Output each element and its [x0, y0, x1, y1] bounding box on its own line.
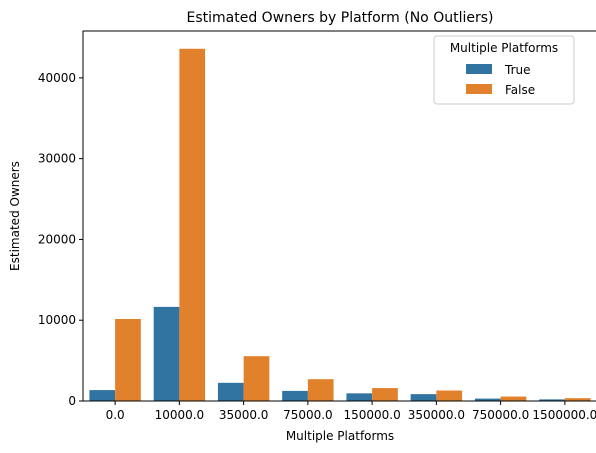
x-tick-label: 750000.0: [472, 408, 529, 422]
bar-false-1: [179, 48, 206, 402]
y-tick-label: 40000: [38, 71, 76, 85]
legend-label-true: True: [504, 63, 531, 77]
x-tick-label: 0.0: [106, 408, 125, 422]
x-axis-ticks: 0.0 10000.0 35000.0 75000.0 150000.0 350000.0…: [106, 401, 596, 422]
legend-entries: True False: [466, 63, 535, 97]
legend-swatch-true: [466, 64, 492, 74]
y-axis-ticks: 0 10000 20000 30000 40000: [38, 71, 83, 408]
bar-false-0: [115, 319, 141, 401]
bar-true-0: [89, 390, 116, 401]
bar-true-4: [346, 393, 373, 401]
x-axis-label: Multiple Platforms: [286, 429, 394, 443]
bar-false-4: [372, 388, 398, 401]
bar-false-2: [243, 356, 270, 401]
x-tick-label: 350000.0: [408, 408, 465, 422]
axes: [82, 30, 596, 402]
y-axis-label: Estimated Owners: [8, 161, 22, 271]
bars: [89, 48, 591, 402]
bar-true-3: [282, 390, 308, 401]
y-tick-label: 10000: [38, 313, 76, 327]
legend-title: Multiple Platforms: [450, 41, 558, 55]
x-tick-label: 10000.0: [155, 408, 205, 422]
bar-false-6: [500, 396, 527, 401]
chart-title: Estimated Owners by Platform (No Outlier…: [187, 10, 494, 26]
bar-true-2: [217, 382, 244, 401]
bar-true-6: [474, 398, 501, 401]
plot-frame: [82, 30, 596, 402]
y-tick-label: 30000: [38, 152, 76, 166]
x-tick-label: 150000.0: [343, 408, 400, 422]
legend-swatch-false: [466, 84, 492, 94]
bar-false-5: [436, 390, 463, 401]
bar-false-7: [564, 398, 591, 401]
bar-true-1: [153, 306, 180, 401]
legend-label-false: False: [505, 83, 535, 97]
bar-true-5: [410, 394, 437, 401]
bar-true-7: [539, 399, 565, 401]
legend: Multiple Platforms True False: [433, 35, 575, 105]
x-tick-label: 1500000.0: [532, 408, 596, 422]
y-tick-label: 20000: [38, 232, 76, 246]
x-tick-label: 35000.0: [219, 408, 269, 422]
y-tick-label: 0: [68, 394, 76, 408]
bar-false-3: [307, 379, 334, 401]
x-tick-label: 75000.0: [283, 408, 333, 422]
